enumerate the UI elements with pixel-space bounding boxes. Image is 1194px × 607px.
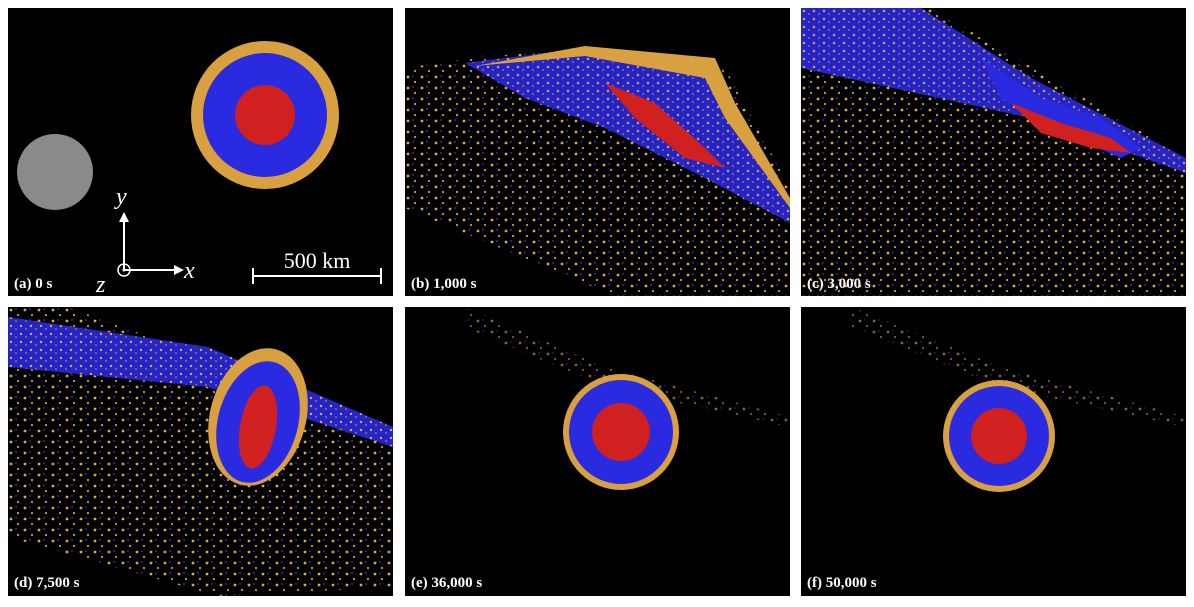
x-axis-label: x [183,258,195,284]
panel-label: (b) 1,000 s [411,276,477,292]
panel-c: (c) 3,000 s [801,8,1186,296]
z-axis-label: z [95,272,106,298]
panel-label: (e) 36,000 s [411,575,482,591]
y-axis-label: y [114,184,127,210]
panel-e: (e) 36,000 s [405,307,790,596]
panel-label: (c) 3,000 s [807,276,871,292]
panel-label: (a) 0 s [14,276,52,292]
panel-label: (d) 7,500 s [14,575,80,591]
panel-a: y x z 500 km (a) 0 s [8,8,393,298]
panel-label: (f) 50,000 s [807,575,877,591]
panel-d: (d) 7,500 s [8,307,393,596]
panel-f: (f) 50,000 s [801,307,1186,596]
scale-bar-label: 500 km [284,248,351,273]
panel-b: (b) 1,000 s [405,8,790,296]
